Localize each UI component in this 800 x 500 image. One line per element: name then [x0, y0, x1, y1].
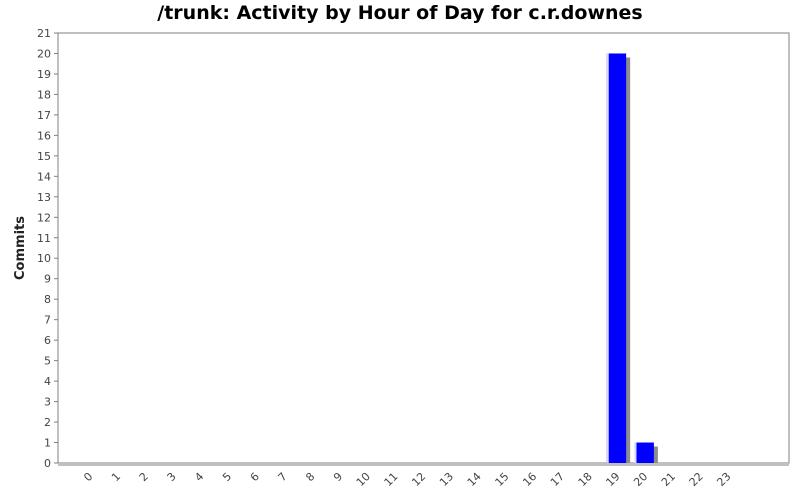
y-tick-label: 11: [37, 232, 51, 245]
x-tick-label: 1: [109, 470, 123, 484]
chart-title: /trunk: Activity by Hour of Day for c.r.…: [157, 2, 643, 24]
x-tick-label: 9: [331, 470, 345, 484]
y-tick-label: 6: [44, 334, 51, 347]
y-tick-label: 3: [44, 396, 51, 409]
y-tick-label: 17: [37, 109, 51, 122]
y-tick-label: 5: [44, 355, 51, 368]
x-tick-label: 3: [165, 470, 179, 484]
x-tick-label: 2: [137, 470, 151, 484]
x-tick-label: 16: [520, 470, 539, 489]
x-tick-label: 13: [437, 470, 456, 489]
y-tick-label: 0: [44, 457, 51, 470]
y-tick-label: 9: [44, 273, 51, 286]
bar: [634, 442, 654, 463]
y-tick-label: 4: [44, 375, 51, 388]
x-tick-label: 5: [220, 470, 234, 484]
y-tick-label: 21: [37, 27, 51, 40]
y-tick-label: 7: [44, 314, 51, 327]
x-tick-label: 23: [714, 470, 733, 489]
y-tick-label: 1: [44, 437, 51, 450]
y-tick-label: 15: [37, 150, 51, 163]
bar: [606, 53, 627, 463]
x-tick-label: 15: [493, 470, 512, 489]
y-axis-label: Commits: [13, 216, 28, 280]
y-tick-label: 12: [37, 211, 51, 224]
y-tick-label: 8: [44, 293, 51, 306]
y-tick-label: 19: [37, 68, 51, 81]
y-tick-label: 16: [37, 129, 51, 142]
x-tick-label: 17: [548, 470, 567, 489]
bar-highlight: [634, 442, 637, 463]
x-tick-label: 12: [409, 470, 428, 489]
x-tick-label: 21: [659, 470, 678, 489]
x-tick-label: 14: [465, 470, 484, 489]
y-tick-label: 18: [37, 88, 51, 101]
x-tick-label: 6: [248, 470, 262, 484]
y-tick-label: 20: [37, 47, 51, 60]
bar-highlight: [606, 53, 609, 463]
bars: [606, 53, 658, 463]
plot-area: [57, 32, 790, 464]
y-tick-label: 14: [37, 170, 51, 183]
x-tick-label: 10: [354, 470, 373, 489]
plot-frame: [57, 32, 790, 464]
x-tick-label: 18: [576, 470, 595, 489]
y-tick-label: 2: [44, 416, 51, 429]
x-tick-label: 19: [603, 470, 622, 489]
y-tick-label: 13: [37, 191, 51, 204]
x-tick-label: 0: [81, 470, 95, 484]
y-tick-label: 10: [37, 252, 51, 265]
x-tick-label: 22: [687, 470, 706, 489]
x-tick-label: 8: [303, 470, 317, 484]
x-tick-label: 20: [631, 470, 650, 489]
x-tick-label: 4: [192, 470, 206, 484]
x-tick-label: 7: [276, 470, 290, 484]
x-axis: 0 1 2 3 4 5 6 7 8 9 10 11 12 13 14 15 16 17 18 19 20 21 22 23: [58, 464, 789, 489]
x-tick-label: 11: [382, 470, 401, 489]
